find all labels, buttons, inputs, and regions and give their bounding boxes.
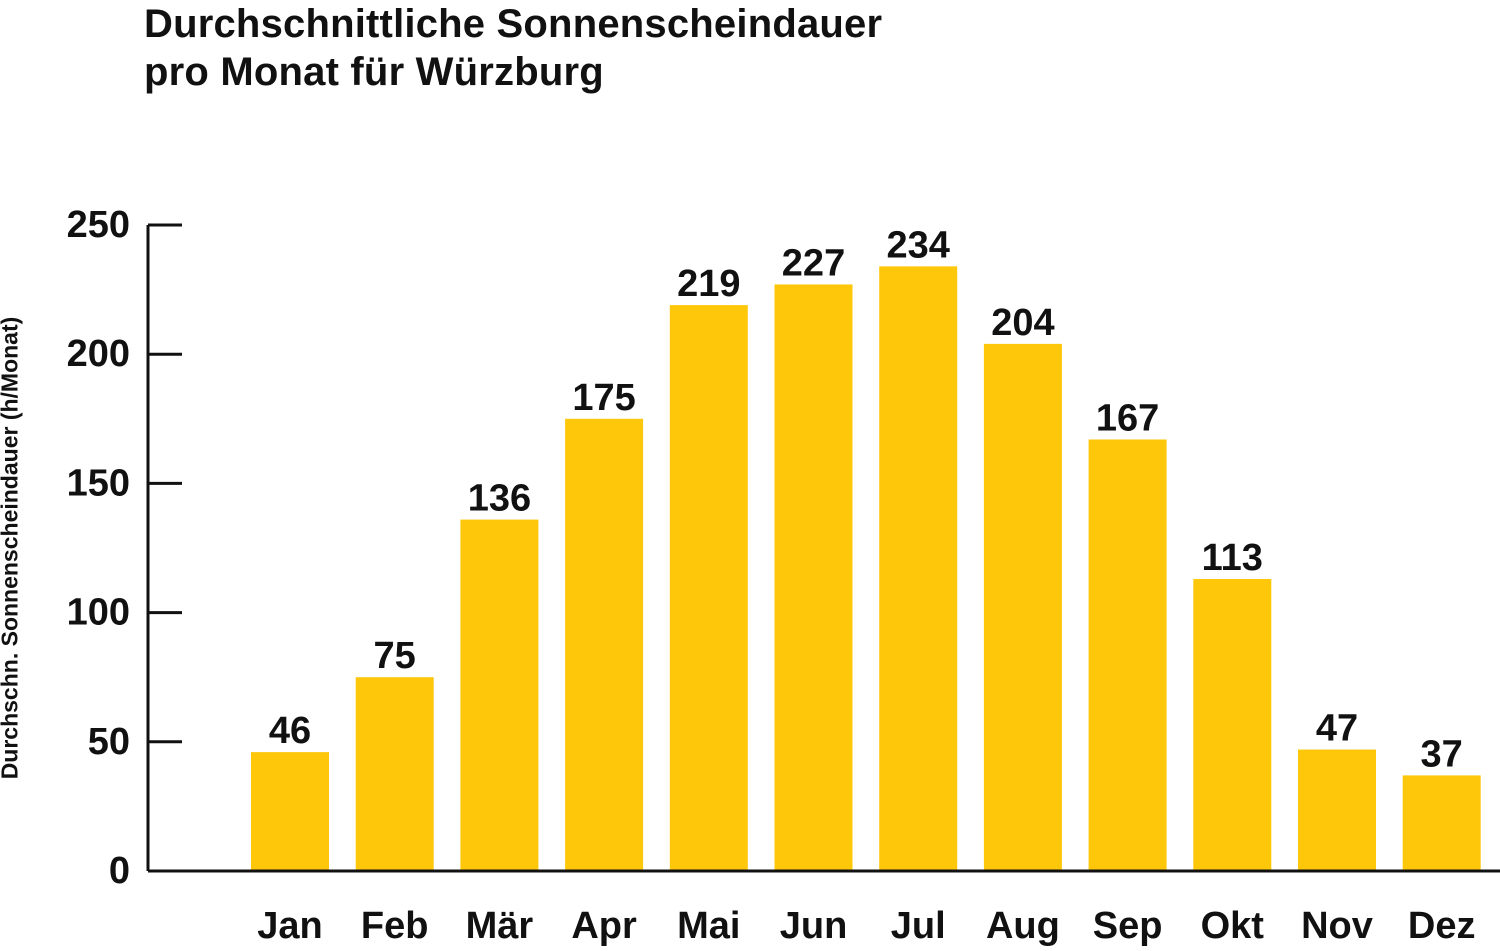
bar-value-label-Aug: 204 <box>991 302 1054 344</box>
bar-Okt <box>1193 579 1272 871</box>
bar-value-label-Okt: 113 <box>1202 537 1263 579</box>
bar-value-label-Dez: 37 <box>1421 733 1463 775</box>
chart-title-line-2: pro Monat für Würzburg <box>144 50 604 94</box>
bar-value-label-Jun: 227 <box>782 242 845 284</box>
bar-Aug <box>983 343 1062 871</box>
x-tick-label-Sep: Sep <box>1093 905 1163 947</box>
bar-value-label-Mai: 219 <box>677 263 740 305</box>
bar-Feb <box>355 677 434 871</box>
x-tick-label-Feb: Feb <box>361 905 429 947</box>
bar-value-label-Nov: 47 <box>1316 708 1358 750</box>
bar-Mär <box>460 519 539 871</box>
x-axis: Jan Feb Mär Apr Mai Jun Jul Aug Sep Okt Nov Dez <box>148 869 1500 947</box>
x-tick-label-Jan: Jan <box>257 905 322 947</box>
x-tick-label-Mai: Mai <box>677 905 740 947</box>
bar-value-label-Sep: 167 <box>1096 397 1159 439</box>
bar-value-label-Jul: 234 <box>886 224 949 266</box>
chart-title-line-1: Durchschnittliche Sonnenscheindauer <box>144 2 883 46</box>
bar-Jan <box>251 752 329 871</box>
x-tick-label-Jul: Jul <box>891 905 946 947</box>
bars-group: 46 75 136 175 219 227 234 204 167 113 47 37 <box>251 224 1481 871</box>
chart-title: Durchschnittliche Sonnenscheindauer pro … <box>144 0 882 96</box>
y-tick-label-250: 250 <box>67 204 130 246</box>
bar-value-label-Jan: 46 <box>269 710 311 752</box>
bar-Apr <box>565 418 644 871</box>
y-tick-label-50: 50 <box>88 721 130 763</box>
y-tick-label-0: 0 <box>109 850 130 892</box>
y-tick-label-150: 150 <box>67 462 130 504</box>
y-tick-label-200: 200 <box>67 333 130 375</box>
bar-Dez <box>1402 775 1481 871</box>
x-tick-label-Mär: Mär <box>466 905 534 947</box>
x-tick-label-Jun: Jun <box>780 905 848 947</box>
bar-Nov <box>1298 749 1376 871</box>
bar-Jun <box>774 284 853 871</box>
bar-value-label-Mär: 136 <box>468 478 531 520</box>
y-axis: 0 50 100 150 200 250 <box>67 204 182 892</box>
x-tick-label-Okt: Okt <box>1201 905 1265 947</box>
x-tick-label-Apr: Apr <box>571 905 637 947</box>
bar-value-label-Apr: 175 <box>572 377 635 419</box>
y-tick-label-100: 100 <box>67 592 130 634</box>
bar-Mai <box>669 305 748 871</box>
x-tick-label-Nov: Nov <box>1301 905 1373 947</box>
bar-value-label-Feb: 75 <box>374 635 416 677</box>
bar-Sep <box>1088 439 1167 871</box>
x-tick-label-Dez: Dez <box>1408 905 1476 947</box>
bar-Jul <box>879 266 958 871</box>
x-tick-label-Aug: Aug <box>986 905 1060 947</box>
